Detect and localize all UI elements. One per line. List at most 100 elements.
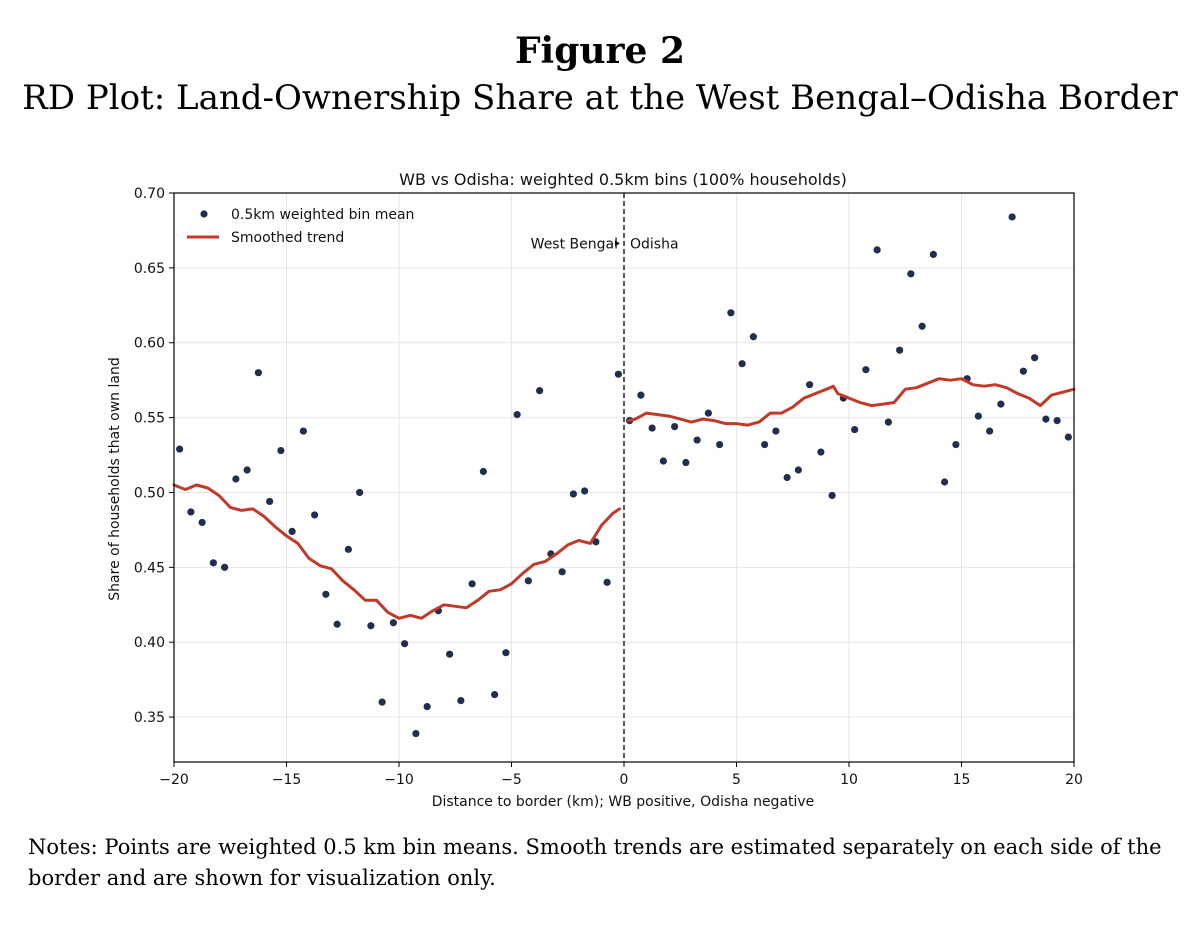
bin-mean-point: [817, 448, 825, 456]
bin-mean-point: [614, 370, 622, 378]
legend: 0.5km weighted bin mean Smoothed trend: [187, 207, 414, 246]
bin-mean-point: [884, 418, 892, 426]
figure-notes: Notes: Points are weighted 0.5 km bin me…: [28, 835, 1162, 890]
bin-mean-point: [401, 640, 409, 648]
legend-points-label: 0.5km weighted bin mean: [231, 207, 414, 223]
bin-mean-point: [558, 568, 566, 576]
x-tick-label: 5: [732, 772, 741, 788]
x-tick-label: 20: [1065, 772, 1083, 788]
bin-mean-point: [873, 246, 881, 254]
bin-mean-point: [344, 545, 352, 553]
bin-mean-point: [603, 578, 611, 586]
trend-line-odisha-side: [172, 483, 621, 620]
bin-mean-point: [828, 491, 836, 500]
y-tick-label: 0.55: [134, 411, 165, 427]
bin-mean-point: [209, 559, 217, 567]
bin-mean-point: [761, 440, 769, 449]
bin-mean-point: [479, 467, 487, 476]
bin-mean-point: [367, 622, 375, 630]
bin-mean-point: [457, 697, 465, 705]
bin-mean-point: [772, 427, 780, 435]
bin-mean-point: [412, 729, 420, 738]
bin-mean-point: [907, 270, 915, 278]
bin-mean-point: [468, 580, 476, 588]
bin-mean-point: [671, 422, 679, 431]
y-tick-label: 0.70: [134, 186, 165, 202]
bin-mean-point: [637, 391, 645, 399]
bin-mean-point: [288, 527, 296, 536]
bin-mean-point: [254, 369, 262, 377]
y-axis-label: Share of households that own land: [107, 357, 123, 600]
bin-mean-point: [581, 487, 589, 495]
bin-mean-point: [682, 458, 690, 467]
bin-mean-point: [704, 409, 712, 417]
bin-mean-points: [176, 213, 1072, 738]
odisha-label: Odisha: [630, 236, 679, 252]
bin-mean-point: [727, 309, 735, 317]
bin-mean-point: [524, 577, 532, 585]
y-tick-label: 0.35: [134, 710, 165, 726]
border-cutoff: West Bengal Odisha: [531, 193, 679, 762]
bin-mean-point: [941, 478, 949, 486]
bin-mean-point: [232, 475, 240, 483]
bin-mean-point: [1064, 433, 1072, 441]
bin-mean-point: [1031, 354, 1039, 362]
bin-mean-point: [513, 411, 521, 419]
y-tick-label: 0.60: [134, 336, 165, 352]
bin-mean-point: [896, 346, 904, 354]
smoothed-trends: [172, 377, 1076, 620]
bin-mean-point: [1053, 417, 1061, 425]
x-tick-label: −10: [384, 772, 414, 788]
bin-mean-point: [187, 508, 195, 516]
bin-mean-point: [974, 412, 982, 420]
axis-ticks: −20 −15 −10 −5 0 5 10 15 20 0.35 0.40 0.45 0.50 0.55 0…: [134, 186, 1083, 788]
figure-label: Figure 2: [514, 30, 686, 72]
bin-mean-point: [648, 424, 656, 432]
bin-mean-point: [997, 400, 1005, 408]
bin-mean-point: [356, 488, 364, 497]
y-tick-label: 0.45: [134, 560, 165, 576]
arrow-left-icon: [615, 240, 620, 247]
bin-mean-point: [333, 620, 341, 628]
bin-mean-point: [311, 511, 319, 519]
bin-mean-point: [198, 518, 206, 527]
bin-mean-point: [986, 427, 994, 435]
trend-line-wb-side: [627, 377, 1076, 427]
bin-mean-point: [569, 490, 577, 498]
bin-mean-point: [378, 698, 386, 706]
bin-mean-point: [389, 619, 397, 627]
bin-mean-point: [851, 425, 859, 434]
x-tick-label: −5: [501, 772, 522, 788]
bin-mean-point: [749, 333, 757, 341]
x-tick-label: −15: [272, 772, 302, 788]
bin-mean-point: [806, 381, 814, 389]
bin-mean-point: [738, 360, 746, 368]
x-tick-label: −20: [159, 772, 189, 788]
bin-mean-point: [862, 366, 870, 374]
bin-mean-point: [794, 466, 802, 474]
bin-mean-point: [783, 473, 791, 482]
bin-mean-point: [693, 436, 701, 444]
bin-mean-point: [952, 440, 960, 449]
bin-mean-point: [659, 457, 667, 465]
y-tick-label: 0.40: [134, 635, 165, 651]
x-tick-label: 10: [840, 772, 858, 788]
bin-mean-point: [266, 497, 274, 506]
bin-mean-point: [423, 702, 431, 711]
bin-mean-point: [446, 650, 454, 658]
chart-title: WB vs Odisha: weighted 0.5km bins (100% …: [399, 170, 847, 189]
bin-mean-point: [322, 590, 330, 598]
bin-mean-point: [1042, 415, 1050, 423]
bin-mean-point: [299, 427, 307, 435]
bin-mean-point: [277, 446, 285, 455]
bin-mean-point: [502, 649, 510, 657]
legend-points-marker: [200, 210, 208, 218]
figure-title: RD Plot: Land-Ownership Share at the Wes…: [22, 78, 1178, 118]
bin-mean-point: [536, 387, 544, 395]
bin-mean-point: [1008, 213, 1016, 221]
rd-plot-chart: WB vs Odisha: weighted 0.5km bins (100% …: [107, 170, 1083, 810]
bin-mean-point: [221, 563, 229, 571]
bin-mean-point: [491, 691, 499, 699]
bin-mean-point: [243, 466, 251, 474]
y-tick-label: 0.65: [134, 261, 165, 277]
